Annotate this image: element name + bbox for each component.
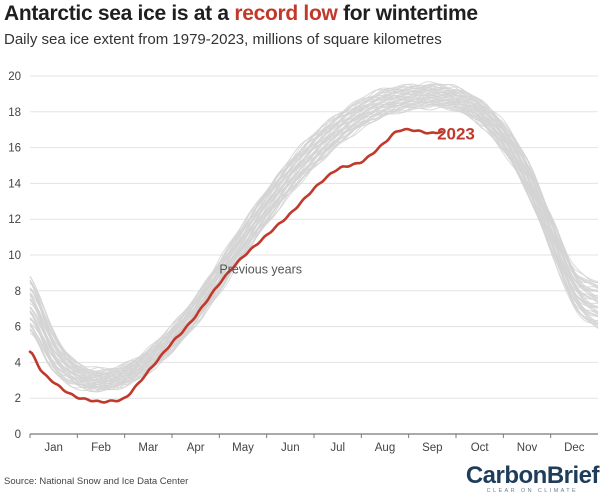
previous-year-line [29,84,599,372]
x-tick-label: Nov [517,442,538,454]
previous-year-line [29,88,599,379]
carbonbrief-logo: CarbonBrief CLEAR ON CLIMATE [465,462,600,495]
x-tick-label: Jan [44,442,63,454]
y-axis-ticks: 0 2 4 6 8 10 12 14 16 18 20 [8,71,21,441]
previous-year-line [29,88,599,378]
y-tick-label: 2 [15,393,21,405]
previous-year-line [29,86,599,377]
previous-year-line [29,85,599,378]
gridlines [30,75,598,435]
previous-year-line [29,83,599,371]
series-2023 [28,127,444,404]
previous-year-line [29,83,599,374]
logo-brand: CarbonBrief [465,462,600,489]
title-highlight: record low [234,2,338,25]
series-line-2023 [28,127,444,404]
annotations: Previous years 2023 [219,124,475,276]
y-tick-label: 0 [15,429,21,441]
y-tick-label: 12 [8,214,21,226]
y-tick-label: 20 [8,71,21,83]
x-tick-label: Mar [138,442,158,454]
x-tick-label: Feb [91,442,111,454]
previous-year-line [29,86,599,374]
y-tick-label: 4 [15,357,22,369]
previous-year-line [29,98,599,387]
previous-year-line [29,89,599,377]
chart-subtitle: Daily sea ice extent from 1979-2023, mil… [4,31,442,48]
x-tick-label: Aug [375,442,395,454]
y-tick-label: 14 [8,178,21,190]
y-tick-label: 10 [8,250,21,262]
title-text-pre: Antarctic sea ice is at a [4,2,235,25]
x-tick-label: Jul [330,442,345,454]
label-2023: 2023 [437,124,475,143]
x-tick-label: Jun [281,442,300,454]
x-tick-label: Sep [422,442,442,454]
previous-year-line [29,83,599,374]
previous-year-line [29,83,599,374]
y-tick-label: 18 [8,107,21,119]
y-tick-label: 8 [15,286,21,298]
label-previous-years: Previous years [219,262,302,276]
previous-year-line [29,87,599,374]
y-tick-label: 6 [15,322,21,334]
x-tick-label: Apr [187,442,205,454]
previous-year-line [29,81,599,372]
previous-year-line [29,87,599,379]
x-tick-label: Dec [564,442,585,454]
x-axis: Jan Feb Mar Apr May Jun Jul Aug Sep Oct Nov Dec [29,433,598,454]
y-tick-label: 16 [8,143,21,155]
title-text-post: for wintertime [337,2,478,25]
logo-tagline: CLEAR ON CLIMATE [486,488,579,494]
previous-year-line [29,86,599,376]
x-tick-label: Oct [471,442,490,454]
x-tick-label: May [232,442,254,454]
previous-years-lines [29,81,599,393]
source-note: Source: National Snow and Ice Data Cente… [4,476,189,487]
chart-title: Antarctic sea ice is at a record low for… [4,2,478,26]
